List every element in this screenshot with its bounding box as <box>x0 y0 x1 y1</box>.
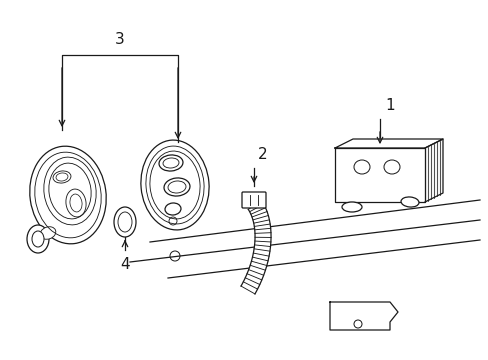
Text: 1: 1 <box>384 98 394 113</box>
Ellipse shape <box>32 231 44 247</box>
FancyBboxPatch shape <box>242 192 265 208</box>
Ellipse shape <box>141 140 209 230</box>
Polygon shape <box>241 201 270 294</box>
Polygon shape <box>334 148 424 202</box>
Ellipse shape <box>27 225 49 253</box>
Ellipse shape <box>114 207 136 237</box>
Text: 4: 4 <box>120 257 129 272</box>
Text: 3: 3 <box>115 32 124 47</box>
Ellipse shape <box>30 146 106 244</box>
Polygon shape <box>334 139 442 148</box>
Text: 2: 2 <box>258 147 267 162</box>
Ellipse shape <box>400 197 418 207</box>
Ellipse shape <box>40 227 56 239</box>
Polygon shape <box>424 139 442 202</box>
Ellipse shape <box>341 202 361 212</box>
